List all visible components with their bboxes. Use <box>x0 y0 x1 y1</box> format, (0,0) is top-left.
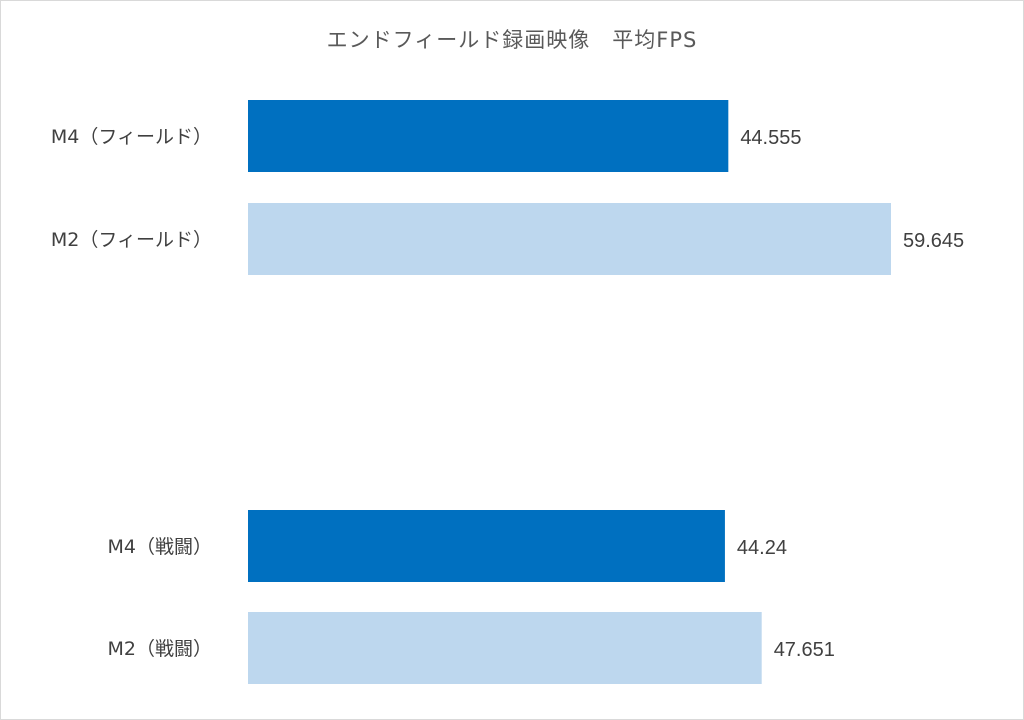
value-label-2: 44.24 <box>737 537 787 559</box>
bar-3 <box>248 612 762 684</box>
bar-2 <box>248 510 725 582</box>
value-label-1: 59.645 <box>903 230 964 252</box>
bar-1 <box>248 203 891 275</box>
category-label-1: M2（フィールド） <box>51 229 212 251</box>
chart-title: エンドフィールド録画映像 平均FPS <box>326 28 698 52</box>
category-label-3: M2（戦闘） <box>108 638 212 660</box>
value-label-0: 44.555 <box>740 127 801 149</box>
category-label-0: M4（フィールド） <box>51 126 212 148</box>
category-label-2: M4（戦闘） <box>108 536 212 558</box>
bar-0 <box>248 100 729 172</box>
value-label-3: 47.651 <box>774 639 835 661</box>
